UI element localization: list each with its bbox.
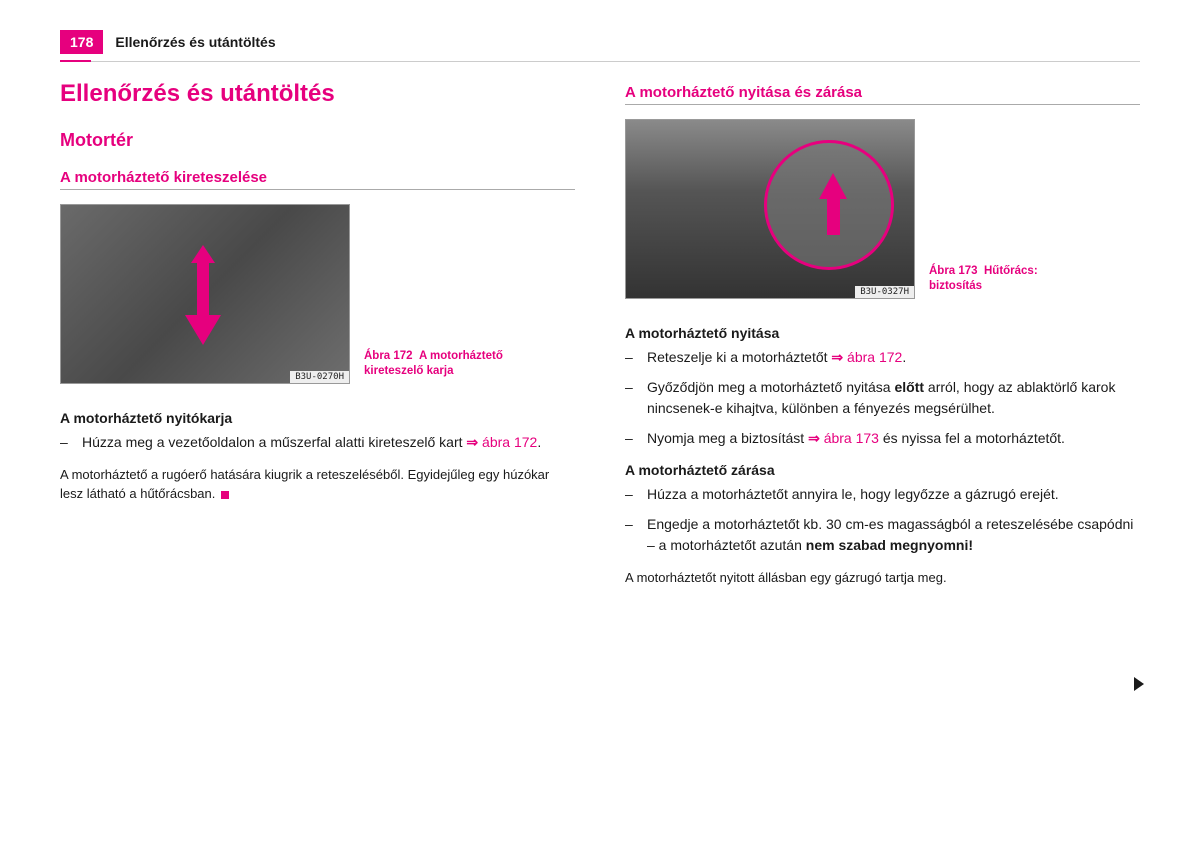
figure-ref: ábra 172 (847, 349, 902, 365)
right-column: A motorháztető nyitása és zárása B3U-032… (625, 80, 1140, 588)
dash-icon: – (625, 484, 647, 504)
sub-heading-left: A motorháztető kireteszelése (60, 169, 575, 190)
dash-icon: – (625, 428, 647, 448)
section-heading: Motortér (60, 130, 575, 151)
open-heading: A motorháztető nyitása (625, 325, 1140, 341)
page-number: 178 (60, 30, 103, 54)
figure-172-image: B3U-0270H (60, 204, 350, 384)
main-heading: Ellenőrzés és utántöltés (60, 80, 575, 108)
manual-page: 178 Ellenőrzés és utántöltés Ellenőrzés … (0, 0, 1200, 618)
open-step-1: – Reteszelje ki a motorháztetőt ⇒ ábra 1… (625, 347, 1140, 367)
body-text-left: A motorháztető a rugóerő hatására kiugri… (60, 466, 575, 504)
step-text: Reteszelje ki a motorháztetőt ⇒ ábra 172… (647, 347, 1140, 367)
step-text: Nyomja meg a biztosítást ⇒ ábra 173 és n… (647, 428, 1140, 448)
dash-icon: – (625, 377, 647, 418)
lever-arrow-icon (181, 245, 225, 355)
header-rule (60, 60, 1140, 62)
figure-172-row: B3U-0270H Ábra 172 A motorháztető kirete… (60, 204, 575, 384)
figure-ref: ábra 172 (482, 434, 537, 450)
step-text: Húzza a motorháztetőt annyira le, hogy l… (647, 484, 1140, 504)
step-text: Győződjön meg a motorháztető nyitása elő… (647, 377, 1140, 418)
end-square-icon (221, 491, 229, 499)
arrow-icon: ⇒ (831, 349, 843, 365)
open-step-3: – Nyomja meg a biztosítást ⇒ ábra 173 és… (625, 428, 1140, 448)
latch-circle-icon (764, 140, 894, 270)
figure-code: B3U-0327H (855, 286, 914, 298)
figure-172-caption: Ábra 172 A motorháztető kireteszelő karj… (364, 349, 514, 384)
figure-code: B3U-0270H (290, 371, 349, 383)
figure-173-caption: Ábra 173 Hűtőrács: biztosítás (929, 264, 1079, 299)
sub-heading-right: A motorháztető nyitása és zárása (625, 84, 1140, 105)
para-heading-left: A motorháztető nyitókarja (60, 410, 575, 426)
open-step-2: – Győződjön meg a motorháztető nyitása e… (625, 377, 1140, 418)
step-text: Húzza meg a vezetőoldalon a műszerfal al… (82, 432, 575, 452)
running-title: Ellenőrzés és utántöltés (115, 34, 275, 50)
close-heading: A motorháztető zárása (625, 462, 1140, 478)
figure-ref: ábra 173 (824, 430, 879, 446)
content-columns: Ellenőrzés és utántöltés Motortér A moto… (60, 80, 1140, 588)
figure-173-row: B3U-0327H Ábra 173 Hűtőrács: biztosítás (625, 119, 1140, 299)
step-left-1: – Húzza meg a vezetőoldalon a műszerfal … (60, 432, 575, 452)
left-column: Ellenőrzés és utántöltés Motortér A moto… (60, 80, 575, 588)
dash-icon: – (625, 514, 647, 555)
dash-icon: – (625, 347, 647, 367)
body-text-right: A motorháztetőt nyitott állásban egy gáz… (625, 569, 1140, 588)
page-header: 178 Ellenőrzés és utántöltés (60, 30, 1140, 54)
dash-icon: – (60, 432, 82, 452)
close-step-2: – Engedje a motorháztetőt kb. 30 cm-es m… (625, 514, 1140, 555)
arrow-icon: ⇒ (808, 430, 820, 446)
arrow-icon: ⇒ (466, 434, 478, 450)
close-step-1: – Húzza a motorháztetőt annyira le, hogy… (625, 484, 1140, 504)
caption-label: Ábra 173 (929, 265, 978, 277)
caption-label: Ábra 172 (364, 350, 413, 362)
step-text: Engedje a motorháztetőt kb. 30 cm-es mag… (647, 514, 1140, 555)
figure-173-image: B3U-0327H (625, 119, 915, 299)
continue-triangle-icon (1134, 677, 1144, 691)
